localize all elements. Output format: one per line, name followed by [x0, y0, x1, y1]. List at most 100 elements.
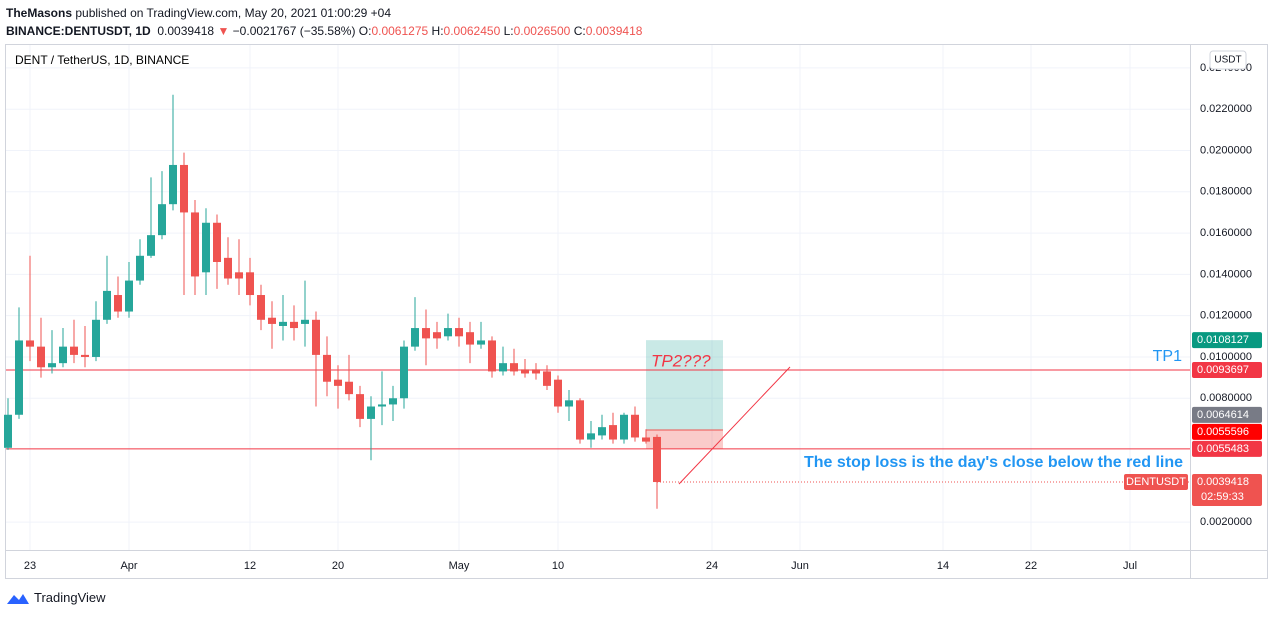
header-line: BINANCE:DENTUSDT, 1D 0.0039418 ▼ −0.0021… — [6, 22, 642, 40]
y-tick-label: 0.0140000 — [1200, 268, 1252, 280]
price-label-box — [1192, 423, 1262, 440]
x-tick-label: Jun — [791, 560, 809, 572]
price-label-box — [1192, 440, 1262, 457]
frame — [5, 44, 1268, 579]
ohlc-key: L: — [503, 24, 514, 38]
x-tick-label: 14 — [937, 560, 949, 572]
ohlc-key: O: — [358, 24, 372, 38]
candle-body — [356, 394, 364, 419]
candle-body — [202, 222, 210, 273]
candle-body — [15, 340, 23, 415]
candle-body — [609, 425, 617, 440]
candle-body — [147, 235, 155, 256]
change: −0.0021767 (−35.58%) — [232, 24, 356, 38]
candle-body — [367, 406, 375, 419]
candle-body — [4, 414, 12, 448]
candle-body — [290, 321, 298, 329]
x-tick-label: May — [449, 560, 470, 572]
ohlc-value: 0.0026500 — [513, 24, 571, 38]
candle-body — [521, 369, 529, 374]
annotation: The stop loss is the day's close below t… — [804, 454, 1183, 471]
x-tick-label: 22 — [1025, 560, 1037, 572]
candle-body — [224, 257, 232, 279]
price-label-box — [1192, 474, 1262, 507]
candle-body — [389, 398, 397, 405]
candle-body — [323, 354, 331, 382]
candle-body — [246, 272, 254, 296]
candle-body — [400, 346, 408, 399]
candle-body — [125, 280, 133, 312]
footer: TradingView — [6, 590, 106, 605]
symbol-label: DENTUSDT — [1126, 476, 1186, 488]
candle-body — [301, 319, 309, 324]
candle-body — [631, 414, 639, 438]
candle-body — [59, 346, 67, 364]
candle-body — [576, 400, 584, 440]
y-tick-label: 0.0020000 — [1200, 516, 1252, 528]
candle-body — [422, 328, 430, 339]
candle-body — [158, 204, 166, 236]
x-tick-label: 12 — [244, 560, 256, 572]
x-tick-label: 20 — [332, 560, 344, 572]
x-tick-label: 10 — [552, 560, 564, 572]
ohlc-value: 0.0061275 — [371, 24, 429, 38]
price-label: 0.0108127 — [1197, 334, 1249, 346]
ohlc-value: 0.0039418 — [585, 24, 643, 38]
candle-body — [92, 319, 100, 357]
candle-body — [488, 340, 496, 372]
ohlc: O:0.0061275 H:0.0062450 L:0.0026500 C:0.… — [359, 24, 643, 38]
candle-body — [444, 328, 452, 337]
price-label: 0.0093697 — [1197, 364, 1249, 376]
price-label: 0.0055596 — [1197, 426, 1249, 438]
candle-body — [455, 328, 463, 337]
candle-body — [268, 317, 276, 324]
candle-body — [70, 346, 78, 355]
logo — [7, 593, 29, 604]
candle-body — [279, 321, 287, 326]
price: 0.0039418 — [157, 24, 215, 38]
currency-button[interactable] — [1209, 50, 1247, 70]
candle-body — [235, 272, 243, 279]
price-label-box — [1192, 332, 1262, 349]
candle-body — [543, 371, 551, 386]
candle-body — [169, 164, 177, 205]
candle-body — [334, 379, 342, 386]
price-label: 0.0039418 — [1197, 476, 1249, 488]
countdown: 02:59:33 — [1201, 491, 1244, 503]
candle-body — [499, 363, 507, 372]
candle-body — [103, 290, 111, 320]
candle-body — [378, 404, 386, 407]
candle-body — [180, 164, 188, 213]
candle-body — [81, 354, 89, 357]
candle-body — [532, 369, 540, 374]
price-label: 0.0055483 — [1197, 443, 1249, 455]
candle-body — [587, 433, 595, 440]
stop-zone — [646, 430, 723, 449]
ohlc-value: 0.0062450 — [443, 24, 501, 38]
trend-line — [678, 366, 791, 485]
candle-body — [26, 340, 34, 347]
annotation: TP2??? — [651, 351, 711, 370]
candle-body — [565, 400, 573, 407]
candle-body — [345, 381, 353, 395]
y-tick-label: 0.0200000 — [1200, 144, 1252, 156]
x-tick-label: Jul — [1123, 560, 1137, 572]
candle-body — [598, 427, 606, 436]
price-label: 0.0064614 — [1197, 409, 1249, 421]
arrow: ▼ — [217, 24, 230, 38]
candle-body — [554, 379, 562, 407]
price-label-box — [1192, 406, 1262, 423]
y-tick-label: 0.0220000 — [1200, 103, 1252, 115]
x-tick-label: 24 — [706, 560, 718, 572]
candle-body — [433, 332, 441, 339]
y-tick-label: 0.0100000 — [1200, 351, 1252, 363]
candle-body — [653, 436, 661, 483]
candle-body — [312, 319, 320, 355]
candle-body — [48, 363, 56, 368]
symbol: BINANCE:DENTUSDT, 1D — [6, 24, 151, 38]
ohlc-key: H: — [431, 24, 444, 38]
y-tick-label: 0.0160000 — [1200, 227, 1252, 239]
currency[interactable]: USDT — [1214, 55, 1241, 66]
candle-body — [114, 295, 122, 312]
